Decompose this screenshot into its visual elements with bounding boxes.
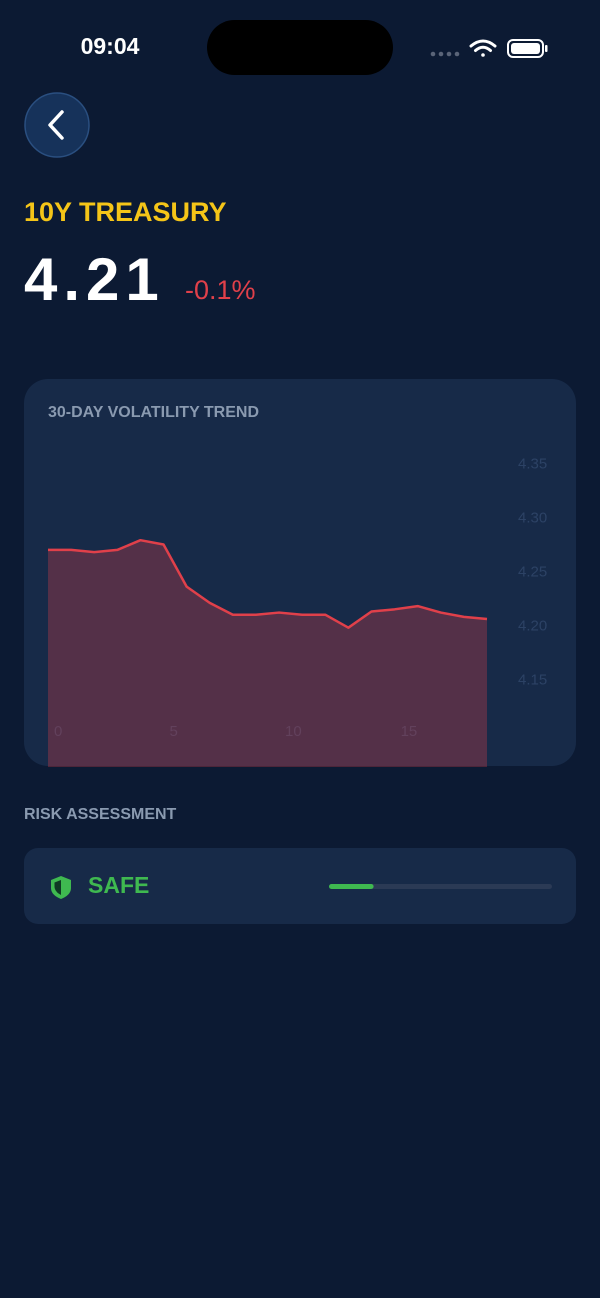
risk-label: RISK ASSESSMENT — [24, 806, 177, 823]
risk-track — [329, 884, 552, 889]
risk-progress-fill — [329, 884, 374, 889]
status-time: 09:04 — [81, 33, 140, 59]
y-tick-label: 4.20 — [518, 618, 547, 635]
x-tick-label: 15 — [401, 723, 418, 740]
y-tick-label: 4.15 — [518, 672, 547, 689]
dynamic-island — [207, 20, 393, 75]
y-tick-label: 4.35 — [518, 456, 547, 473]
area — [48, 540, 487, 767]
y-tick-label: 4.30 — [518, 510, 547, 527]
y-tick-label: 4.25 — [518, 564, 547, 581]
price-change: -0.1% — [185, 275, 256, 305]
back-button[interactable] — [24, 92, 90, 158]
risk-status: SAFE — [88, 872, 149, 898]
wifi-icon — [469, 39, 497, 57]
risk-card — [24, 848, 576, 924]
chart: 4.35 4.30 4.25 4.20 4.15 0 5 10 15 — [48, 456, 547, 767]
price: 4.21 — [24, 246, 165, 313]
line — [48, 538, 488, 629]
shield-icon-detail — [54, 880, 61, 895]
signal-icon — [430, 51, 460, 57]
asset-title: 10Y TREASURY — [24, 197, 227, 227]
x-tick-label: 5 — [170, 723, 178, 740]
battery-icon — [507, 39, 548, 58]
risk-progress — [329, 884, 374, 889]
chart-card — [24, 379, 576, 766]
x-tick-label: 0 — [54, 723, 62, 740]
x-tick-label: 10 — [285, 723, 302, 740]
chart-title: 30-DAY VOLATILITY TREND — [48, 404, 259, 421]
